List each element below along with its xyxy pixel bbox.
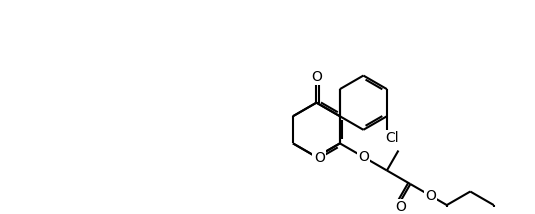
Text: O: O: [311, 70, 322, 84]
Text: O: O: [395, 200, 406, 214]
Text: Cl: Cl: [385, 131, 399, 145]
Text: O: O: [358, 150, 369, 164]
Text: O: O: [314, 151, 325, 165]
Text: O: O: [425, 189, 436, 203]
